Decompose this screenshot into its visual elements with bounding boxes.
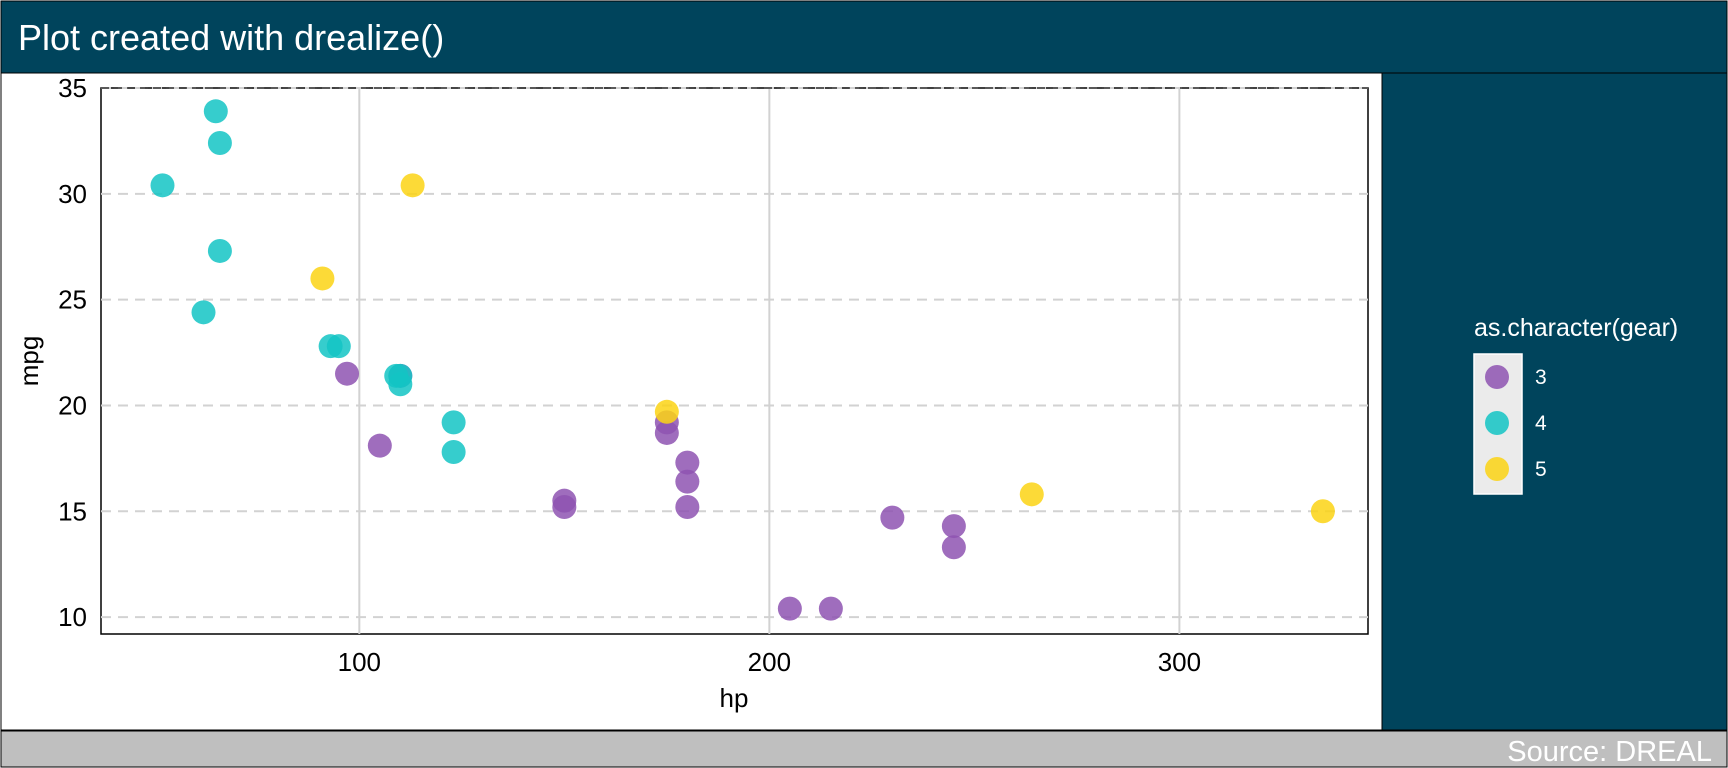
x-tick-label: 100 <box>338 647 381 677</box>
point-gear-4 <box>207 131 232 156</box>
point-gear-4 <box>203 99 228 124</box>
point-gear-3 <box>777 596 802 621</box>
point-gear-4 <box>326 334 351 359</box>
point-gear-3 <box>818 596 843 621</box>
point-gear-3 <box>941 535 966 560</box>
point-gear-5 <box>400 173 425 198</box>
legend-label-gear-4: 4 <box>1535 412 1547 435</box>
data-points <box>150 99 1335 621</box>
point-gear-3 <box>675 495 700 520</box>
point-gear-3 <box>675 450 700 475</box>
point-gear-3 <box>335 361 360 386</box>
point-gear-4 <box>441 410 466 435</box>
legend-title: as.character(gear) <box>1474 314 1678 342</box>
legend-label-gear-3: 3 <box>1535 366 1547 389</box>
point-gear-3 <box>880 505 905 530</box>
footer-bar <box>0 730 1728 768</box>
point-gear-3 <box>675 469 700 494</box>
axis-ticks: 10 15 20 25 30 35 100 200 300 <box>58 73 1201 677</box>
legend-key-gear-4 <box>1485 411 1509 435</box>
point-gear-5 <box>1019 482 1044 507</box>
point-gear-5 <box>654 399 679 424</box>
point-gear-4 <box>207 238 232 263</box>
y-tick-label: 10 <box>58 602 87 632</box>
point-gear-3 <box>941 514 966 539</box>
legend: as.character(gear) 3 4 5 <box>1473 314 1678 495</box>
point-gear-4 <box>384 363 409 388</box>
x-axis-title: hp <box>720 683 749 713</box>
grid-lines <box>101 87 1368 634</box>
legend-panel <box>1381 72 1728 731</box>
point-gear-4 <box>191 300 216 325</box>
y-tick-label: 15 <box>58 496 87 526</box>
y-tick-label: 35 <box>58 73 87 103</box>
plot-panel-background <box>0 72 1383 731</box>
y-tick-label: 25 <box>58 285 87 315</box>
legend-key-gear-3 <box>1485 365 1509 389</box>
point-gear-5 <box>310 266 335 291</box>
point-gear-4 <box>150 173 175 198</box>
point-gear-3 <box>367 433 392 458</box>
legend-label-gear-5: 5 <box>1535 458 1547 481</box>
legend-key-gear-5 <box>1485 457 1509 481</box>
point-gear-3 <box>552 495 577 520</box>
y-tick-label: 30 <box>58 179 87 209</box>
title-bar <box>0 0 1728 74</box>
y-axis-title: mpg <box>14 336 44 387</box>
source-caption: Source: DREAL <box>1507 736 1712 768</box>
x-tick-label: 300 <box>1158 647 1201 677</box>
point-gear-4 <box>441 440 466 464</box>
point-gear-5 <box>1310 499 1335 524</box>
chart-title: Plot created with drealize() <box>18 17 444 58</box>
y-tick-label: 20 <box>58 390 87 420</box>
x-tick-label: 200 <box>748 647 791 677</box>
